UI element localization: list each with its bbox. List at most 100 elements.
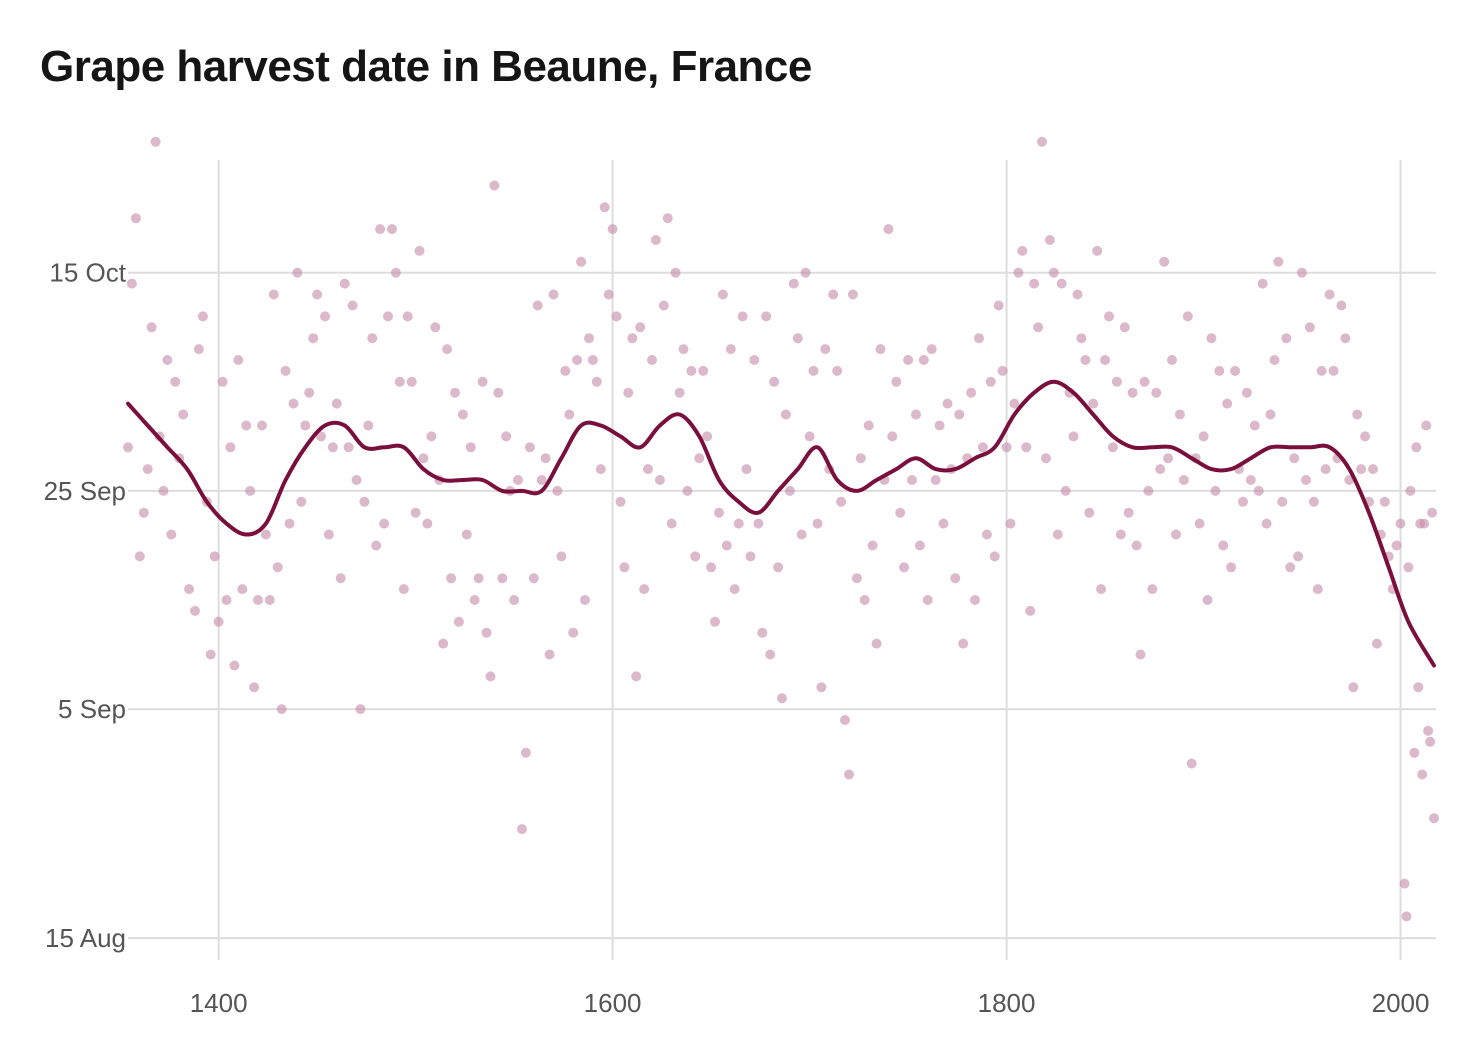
data-point bbox=[725, 344, 736, 355]
data-point bbox=[130, 213, 141, 224]
data-point bbox=[1131, 540, 1142, 551]
data-point bbox=[233, 355, 244, 365]
data-point bbox=[1178, 475, 1189, 485]
data-point bbox=[422, 518, 433, 529]
data-point bbox=[981, 529, 992, 540]
data-point bbox=[1273, 256, 1284, 267]
data-point bbox=[765, 649, 776, 660]
data-point bbox=[485, 671, 496, 682]
data-point bbox=[686, 365, 697, 376]
data-point bbox=[1261, 518, 1272, 529]
data-point bbox=[820, 344, 831, 355]
data-point bbox=[142, 464, 153, 475]
data-point bbox=[1308, 496, 1319, 507]
data-point bbox=[1285, 562, 1296, 573]
data-point bbox=[1119, 322, 1130, 333]
data-point bbox=[788, 278, 799, 289]
data-point bbox=[1419, 518, 1430, 529]
data-point bbox=[1348, 682, 1359, 693]
data-point bbox=[327, 442, 338, 453]
data-point bbox=[844, 769, 854, 780]
data-point bbox=[914, 540, 925, 551]
data-point bbox=[1056, 278, 1067, 289]
data-point bbox=[698, 365, 709, 376]
trend-line-group bbox=[126, 379, 1436, 668]
data-point bbox=[272, 562, 283, 573]
data-point bbox=[446, 573, 457, 584]
data-point bbox=[552, 485, 563, 496]
data-point bbox=[804, 431, 815, 442]
data-point bbox=[1277, 496, 1288, 507]
x-tick-label: 2000 bbox=[1372, 988, 1430, 1018]
data-point bbox=[1088, 398, 1099, 409]
data-point bbox=[851, 573, 862, 584]
data-point bbox=[347, 300, 358, 311]
data-point bbox=[1202, 595, 1213, 605]
data-point bbox=[430, 322, 441, 333]
data-point bbox=[387, 224, 397, 235]
data-point bbox=[257, 420, 267, 431]
data-point bbox=[721, 540, 732, 551]
data-point bbox=[777, 693, 787, 704]
x-tick-label: 1600 bbox=[584, 988, 642, 1018]
data-point bbox=[520, 747, 531, 758]
data-point bbox=[1096, 584, 1107, 595]
data-point bbox=[1068, 431, 1079, 442]
data-point bbox=[1352, 409, 1363, 420]
data-point bbox=[694, 453, 705, 464]
data-point bbox=[717, 289, 728, 300]
x-tick-label: 1400 bbox=[190, 988, 248, 1018]
data-point bbox=[481, 627, 492, 638]
data-point bbox=[355, 704, 366, 715]
data-point bbox=[1328, 365, 1339, 376]
data-point bbox=[1371, 638, 1382, 649]
y-tick-labels: 15 Aug 5 Sep 25 Sep 15 Oct bbox=[44, 258, 127, 953]
data-point bbox=[1241, 387, 1252, 398]
data-point bbox=[926, 344, 937, 355]
data-point bbox=[1084, 507, 1095, 518]
data-point bbox=[316, 431, 326, 442]
data-point bbox=[769, 376, 780, 387]
data-point bbox=[134, 551, 145, 562]
data-point bbox=[595, 464, 606, 475]
data-point bbox=[450, 387, 460, 398]
data-point bbox=[1423, 725, 1434, 736]
data-point bbox=[1214, 365, 1225, 376]
data-point bbox=[532, 300, 543, 311]
data-point bbox=[993, 300, 1004, 311]
data-point bbox=[1167, 355, 1177, 365]
data-point bbox=[911, 409, 921, 420]
data-point bbox=[1226, 562, 1237, 573]
data-point bbox=[875, 344, 886, 355]
data-point bbox=[670, 267, 681, 278]
data-point bbox=[410, 507, 421, 518]
data-point bbox=[591, 376, 602, 387]
data-point bbox=[934, 420, 945, 431]
data-point bbox=[627, 333, 638, 344]
data-point bbox=[1029, 278, 1040, 289]
data-point bbox=[737, 311, 748, 322]
data-point bbox=[493, 387, 504, 398]
data-point bbox=[1379, 496, 1390, 507]
data-point bbox=[658, 300, 669, 311]
data-point bbox=[958, 638, 969, 649]
data-point bbox=[584, 333, 594, 344]
data-point bbox=[501, 431, 512, 442]
data-point bbox=[170, 376, 181, 387]
data-point bbox=[209, 551, 220, 562]
data-point bbox=[1013, 267, 1024, 278]
data-point bbox=[674, 387, 685, 398]
data-point bbox=[808, 365, 819, 376]
data-point bbox=[221, 595, 232, 605]
data-point bbox=[966, 387, 977, 398]
data-point bbox=[1198, 431, 1209, 442]
data-point bbox=[1060, 485, 1071, 496]
data-point bbox=[974, 333, 984, 344]
data-point bbox=[654, 475, 665, 485]
data-point bbox=[461, 529, 472, 540]
data-point bbox=[138, 507, 149, 518]
y-tick-label: 15 Aug bbox=[45, 923, 126, 953]
data-point bbox=[473, 573, 484, 584]
data-point bbox=[1409, 747, 1420, 758]
data-point bbox=[426, 431, 437, 442]
